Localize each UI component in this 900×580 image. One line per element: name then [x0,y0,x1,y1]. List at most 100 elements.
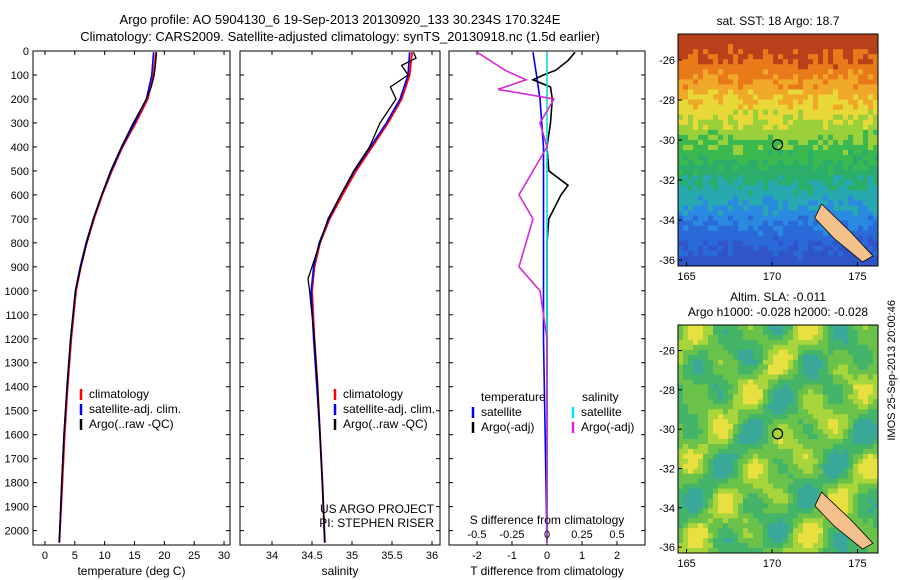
map-cell [863,414,869,420]
map-cell [728,155,734,161]
map-cell [733,89,739,95]
map-cell [788,39,794,45]
map-cell [678,250,684,257]
map-cell [718,144,724,151]
map-cell [703,155,709,161]
map-cell [783,230,789,237]
map-cell [738,255,744,262]
map-y-tick-label: -28 [659,95,675,107]
map-cell [743,165,749,171]
map-cell [873,79,879,85]
map-cell [743,190,749,196]
map-cell [718,473,724,480]
map-cell [748,240,754,247]
map-cell [678,34,684,40]
map-cell [808,478,814,485]
map-cell [693,389,699,395]
map-cell [698,175,704,181]
map-cell [738,349,744,356]
map-cell [678,364,684,371]
map-cell [848,74,854,80]
map-cell [818,419,824,425]
map-cell [693,384,699,390]
map-cell [713,64,719,70]
map-cell [868,533,874,539]
map-cell [728,175,734,181]
map-cell [753,374,759,380]
map-cell [703,473,709,480]
map-cell [818,329,824,336]
map-cell [738,104,744,111]
map-cell [843,488,849,494]
map-cell [743,409,749,415]
map-cell [713,339,719,346]
map-cell [718,354,724,361]
map-cell [768,528,774,534]
map-cell [803,134,809,141]
map-cell [823,134,829,141]
map-cell [828,483,834,489]
header-line-2: Climatology: CARS2009. Satellite-adjuste… [80,29,600,44]
map-cell [688,369,694,375]
map-cell [688,195,694,201]
map-cell [808,434,814,440]
map-cell [753,473,759,480]
map-cell [723,488,729,494]
map-cell [778,419,784,425]
map-cell [703,538,709,544]
map-cell [793,369,799,375]
map-cell [798,498,804,504]
map-cell [738,458,744,465]
map-cell [693,39,699,45]
map-cell [758,180,764,186]
map-cell [763,498,769,504]
map-cell [838,49,844,55]
map-cell [678,513,684,519]
map-cell [843,124,849,131]
map-cell [678,215,684,222]
map-cell [683,394,689,400]
map-cell [803,170,809,176]
map-cell [733,59,739,65]
map-cell [793,79,799,85]
map-cell [853,230,859,237]
map-cell [748,34,754,40]
map-cell [723,99,729,106]
map-cell [683,379,689,385]
map-cell [783,528,789,534]
map-cell [808,463,814,470]
map-cell [863,493,869,499]
map-cell [738,439,744,445]
map-cell [793,54,799,60]
map-cell [858,443,864,450]
map-cell [778,384,784,390]
map-cell [733,493,739,499]
map-cell [848,215,854,222]
map-cell [808,473,814,480]
map-cell [853,419,859,425]
map-cell [733,329,739,336]
land-polygon [814,203,874,263]
map-cell [723,240,729,247]
map-cell [683,434,689,440]
map-cell [688,384,694,390]
map-cell [853,334,859,341]
map-cell [828,394,834,400]
map-cell [818,155,824,161]
map-cell [838,104,844,111]
map-cell [863,119,869,126]
map-cell [748,344,754,351]
map-cell [823,448,829,455]
map-cell [783,170,789,176]
map-cell [688,84,694,90]
map-cell [703,488,709,494]
map-cell [808,533,814,539]
map-cell [863,448,869,455]
map-cell [708,230,714,237]
map-cell [843,245,849,252]
map-cell [753,528,759,534]
map-cell [718,334,724,341]
map-y-tick-label: -26 [659,346,675,358]
map-cell [803,195,809,201]
map-cell [743,160,749,166]
